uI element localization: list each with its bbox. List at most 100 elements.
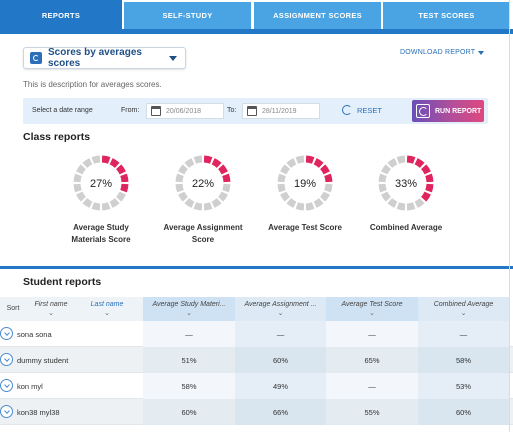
donut-segment	[101, 202, 111, 211]
donut-segment	[178, 191, 188, 202]
tab-label: TEST SCORES	[418, 11, 475, 20]
header-study-materials[interactable]: Average Study Materi... ⌄	[143, 297, 235, 321]
donut-segment	[109, 198, 120, 208]
header-assignment[interactable]: Average Assignment ... ⌄	[235, 297, 326, 321]
calendar-icon	[247, 106, 257, 116]
cell-assignment: 66%	[235, 399, 326, 425]
report-type-dropdown[interactable]: Scores by averages scores	[23, 47, 186, 69]
donut-segment	[116, 164, 126, 175]
header-first-name[interactable]: First name ⌄	[26, 297, 76, 321]
col1-label: Average Study Materi...	[152, 301, 226, 308]
donut-segment	[91, 155, 101, 164]
cell-assignment: 60%	[235, 347, 326, 373]
donut-segment	[203, 155, 213, 164]
donut-segment	[421, 164, 431, 175]
donut-segment	[120, 173, 129, 183]
donut-segment	[218, 164, 228, 175]
donut-caption-line1: Average Study	[73, 223, 129, 232]
donut-segment	[222, 183, 231, 193]
cell-combined: 53%	[418, 373, 509, 399]
donut-segment	[406, 155, 416, 164]
donut-segment	[178, 164, 188, 175]
table-header: Sort First name ⌄ Last name ⌄ Average St…	[0, 297, 513, 321]
to-date-value: 28/11/2019	[262, 107, 297, 115]
donut-caption: Average Assignment Score	[158, 222, 248, 246]
to-date-field[interactable]: 28/11/2019	[242, 103, 320, 119]
donut-chart: 22%	[175, 155, 231, 211]
calendar-icon	[151, 106, 161, 116]
donut-segment	[387, 158, 398, 168]
date-range-label: Select a date range	[32, 107, 93, 114]
chevron-down-icon: ⌄	[277, 310, 284, 317]
chevron-down-icon: ⌄	[104, 310, 110, 317]
donut-segment	[286, 198, 297, 208]
tab-reports[interactable]: REPORTS	[0, 0, 122, 30]
student-reports-title: Student reports	[23, 276, 102, 288]
donut-combined: 33% Combined Average	[361, 152, 451, 234]
donut-segment	[280, 191, 290, 202]
donut-percentage: 27%	[90, 178, 112, 190]
header-combined[interactable]: Combined Average ⌄	[418, 297, 509, 321]
donut-segment	[414, 158, 425, 168]
donut-caption-line1: Average Assignment	[163, 223, 243, 232]
cell-assignment: —	[235, 321, 326, 347]
to-label: To:	[227, 107, 237, 114]
donut-caption-line2: Materials Score	[71, 235, 131, 244]
report-icon	[30, 52, 42, 64]
donut-segment	[82, 198, 93, 208]
cell-combined: —	[418, 321, 509, 347]
date-range-bar: Select a date range From: 20/06/2018 To:…	[23, 98, 488, 124]
donut-segment	[73, 183, 82, 193]
col3-label: Average Test Score	[341, 301, 403, 308]
chevron-down-icon: ⌄	[369, 310, 375, 317]
report-description: This is description for averages scores.	[23, 80, 162, 89]
donut-caption: Average Study Materials Score	[56, 222, 146, 246]
table-row: kon38 myl38 60% 66% 55% 60%	[0, 399, 513, 425]
col4-label: Combined Average	[433, 301, 494, 308]
chevron-down-icon: ⌄	[460, 310, 467, 317]
expand-row-icon[interactable]	[0, 379, 13, 392]
reset-button[interactable]: RESET	[342, 105, 382, 115]
donut-segment	[320, 191, 330, 202]
student-name: kon38 myl38	[17, 407, 60, 417]
donut-segment	[324, 173, 333, 183]
cell-combined: 60%	[418, 399, 509, 425]
student-name: sona sona	[17, 329, 52, 339]
reset-label: RESET	[357, 105, 383, 115]
donut-segment	[305, 155, 315, 164]
donut-segment	[175, 183, 184, 193]
header-names	[0, 297, 143, 321]
donut-segment	[277, 173, 286, 183]
tab-assignment-scores[interactable]: ASSIGNMENT SCORES	[254, 2, 381, 29]
donut-segment	[116, 191, 126, 202]
table-row: sona sona — — — —	[0, 321, 513, 347]
donut-caption: Combined Average	[361, 222, 451, 234]
download-report-button[interactable]: DOWNLOAD REPORT	[400, 49, 485, 56]
donut-segment	[378, 173, 387, 183]
download-report-label: DOWNLOAD REPORT	[400, 49, 476, 56]
cell-study-materials: 60%	[143, 399, 235, 425]
tab-test-scores[interactable]: TEST SCORES	[383, 2, 510, 29]
donut-segment	[218, 191, 228, 202]
expand-row-icon[interactable]	[0, 353, 13, 366]
donut-segment	[193, 155, 203, 164]
donut-segment	[286, 158, 297, 168]
donut-segment	[82, 158, 93, 168]
caret-down-icon	[169, 55, 177, 61]
donut-segment	[406, 202, 416, 211]
from-date-field[interactable]: 20/06/2018	[146, 103, 224, 119]
donut-chart: 19%	[277, 155, 333, 211]
expand-row-icon[interactable]	[0, 327, 13, 340]
expand-row-icon[interactable]	[0, 405, 13, 418]
donut-caption-line1: Average Test Score	[268, 223, 342, 232]
donut-segment	[381, 164, 391, 175]
donut-segment	[184, 198, 195, 208]
tab-self-study[interactable]: SELF-STUDY	[124, 2, 251, 29]
donut-segment	[295, 155, 305, 164]
header-last-name[interactable]: Last name ⌄	[82, 297, 132, 321]
run-report-button[interactable]: RUN REPORT	[412, 100, 484, 122]
header-test-score[interactable]: Average Test Score ⌄	[326, 297, 418, 321]
chevron-down-icon: ⌄	[186, 310, 192, 317]
donut-segment	[387, 198, 398, 208]
sort-label: Sort	[6, 305, 20, 312]
